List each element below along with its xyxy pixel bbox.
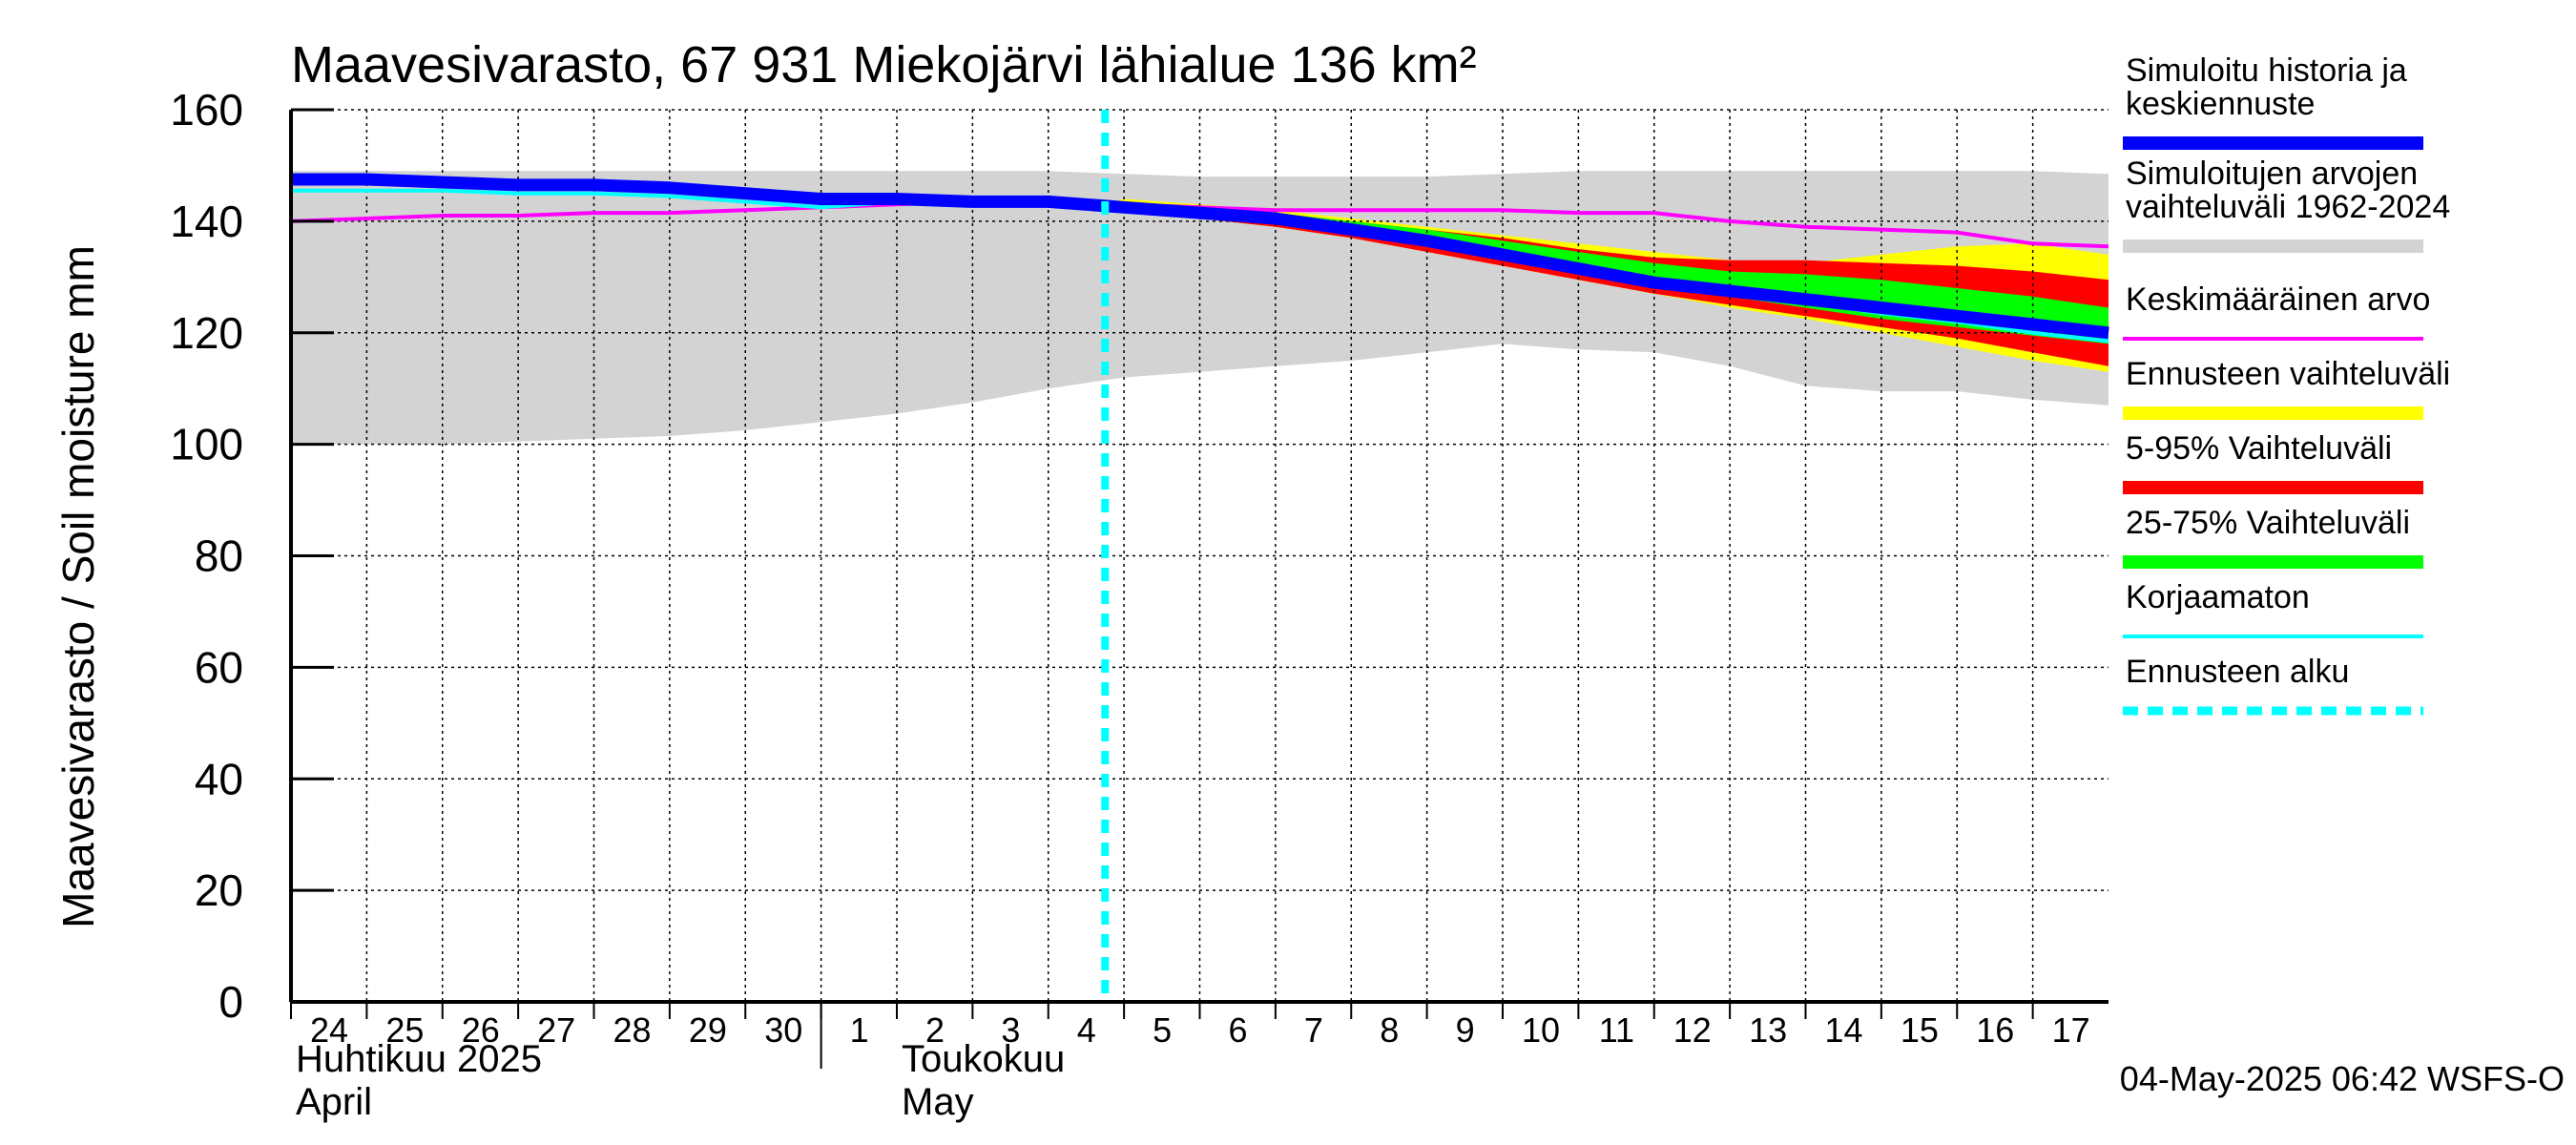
y-tick-label: 40 [195,754,243,803]
x-tick-label: 12 [1673,1010,1712,1050]
y-tick-label: 160 [170,85,243,135]
x-tick-label: 16 [1976,1010,2014,1050]
x-tick-label: 11 [1599,1010,1634,1050]
x-tick-label: 4 [1077,1010,1096,1050]
plot-grid [291,109,2109,1002]
x-tick-label: 25 [385,1010,424,1050]
x-axis: 24 25 26 27 28 29 30 1 2 3 4 5 6 7 8 9 10 11 12 13 14 15 16 17H… [290,1002,2090,1123]
x-tick-label: 27 [537,1010,575,1050]
legend-label: Keskimääräinen arvo [2126,281,2430,318]
x-tick-label: 29 [689,1010,727,1050]
x-tick-label: 14 [1824,1010,1862,1050]
band-5-95-vaihteluv-li [1105,201,2109,366]
x-tick-label: 30 [764,1010,802,1050]
y-tick-label: 140 [170,197,243,246]
x-tick-label: 26 [462,1010,500,1050]
plot-lines [290,110,2109,1002]
legend-label: Korjaamaton [2126,579,2310,615]
footer-timestamp: 04-May-2025 06:42 WSFS-O [2120,1059,2565,1098]
legend-label: Ennusteen vaihteluväli [2126,356,2450,392]
month-label-english: April [296,1081,372,1123]
x-tick-label: 28 [613,1010,651,1050]
legend-label: Simuloitujen arvojen [2126,156,2418,192]
month-label-english: May [902,1081,974,1123]
y-tick-label: 100 [170,420,243,469]
y-tick-label: 120 [170,308,243,358]
x-tick-label: 5 [1153,1010,1172,1050]
legend-label: Ennusteen alku [2126,654,2349,690]
legend-label: 25-75% Vaihteluväli [2126,505,2410,541]
x-tick-label: 9 [1456,1010,1475,1050]
legend-label: vaihteluväli 1962-2024 [2126,189,2450,225]
line-simuloitu-historia-ja-keskiennuste [291,173,2109,340]
x-tick-label: 17 [2052,1010,2090,1050]
y-axis-label: Maavesivarasto / Soil moisture mm [53,245,103,928]
x-tick-label: 3 [1001,1010,1020,1050]
x-tick-label: 6 [1228,1010,1247,1050]
y-tick-label: 60 [195,642,243,692]
legend-label: Simuloitu historia ja [2126,52,2407,89]
chart-title: Maavesivarasto, 67 931 Miekojärvi lähial… [291,36,1477,94]
x-tick-label: 24 [310,1010,348,1050]
x-tick-label: 8 [1380,1010,1399,1050]
x-tick-label: 7 [1304,1010,1323,1050]
x-tick-label: 1 [850,1010,869,1050]
x-tick-label: 10 [1522,1010,1560,1050]
y-axis: 0 20 40 60 80 100 120 140 160 [170,85,334,1027]
y-tick-label: 80 [195,531,243,581]
month-label: Toukokuu [902,1038,1065,1080]
month-label: Huhtikuu 2025 [296,1038,542,1080]
legend-label: keskiennuste [2126,86,2315,122]
x-tick-label: 2 [925,1010,945,1050]
y-tick-label: 0 [218,977,243,1027]
x-tick-label: 15 [1901,1010,1939,1050]
y-tick-label: 20 [195,865,243,915]
legend-label: 5-95% Vaihteluväli [2126,430,2392,467]
x-tick-label: 13 [1749,1010,1787,1050]
